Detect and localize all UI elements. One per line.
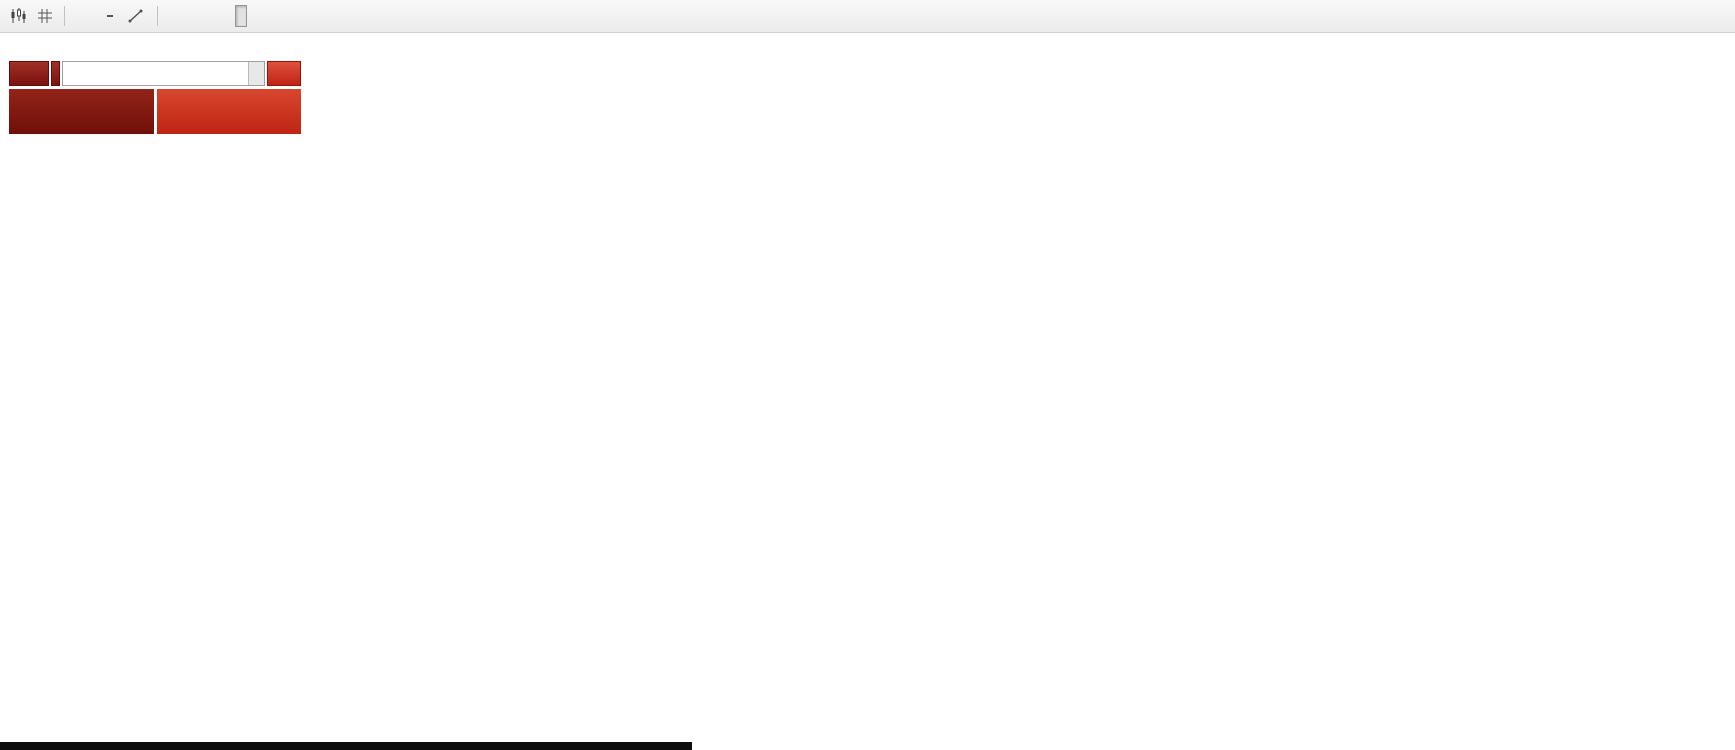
grid-icon bbox=[38, 9, 52, 23]
toolbar-separator bbox=[64, 6, 65, 26]
sell-options-caret-button[interactable] bbox=[50, 61, 60, 86]
timeframe-m5-button[interactable] bbox=[179, 5, 191, 27]
volume-input[interactable] bbox=[62, 62, 248, 85]
trendline-icon bbox=[128, 9, 143, 23]
sell-button[interactable] bbox=[9, 61, 49, 86]
one-click-trading-panel bbox=[9, 61, 301, 134]
grid-toggle-button[interactable] bbox=[33, 4, 57, 28]
main-toolbar bbox=[0, 0, 1735, 33]
bottom-bar bbox=[0, 742, 692, 750]
text-box-tool-button[interactable] bbox=[98, 4, 122, 28]
timeframe-h4-button[interactable] bbox=[235, 5, 247, 27]
buy-button[interactable] bbox=[266, 61, 301, 86]
sell-price-box[interactable] bbox=[9, 89, 154, 134]
timeframe-m15-button[interactable] bbox=[193, 5, 205, 27]
draw-tools-button[interactable] bbox=[124, 4, 150, 28]
timeframe-m1-button[interactable] bbox=[165, 5, 177, 27]
textbox-tool-icon bbox=[107, 15, 113, 17]
timeframe-h1-button[interactable] bbox=[221, 5, 233, 27]
timeframe-m30-button[interactable] bbox=[207, 5, 219, 27]
timeframe-d1-button[interactable] bbox=[249, 5, 261, 27]
timeframe-w1-button[interactable] bbox=[263, 5, 275, 27]
candlestick-chart-icon bbox=[11, 8, 26, 23]
toolbar-separator bbox=[157, 6, 158, 26]
volume-down-button[interactable] bbox=[248, 73, 264, 85]
candlestick-style-button[interactable] bbox=[5, 4, 31, 28]
buy-price-box[interactable] bbox=[156, 89, 301, 134]
volume-up-button[interactable] bbox=[248, 62, 264, 74]
timeframe-mn-button[interactable] bbox=[277, 5, 289, 27]
volume-box bbox=[61, 61, 265, 86]
text-label-tool-button[interactable] bbox=[72, 4, 96, 28]
